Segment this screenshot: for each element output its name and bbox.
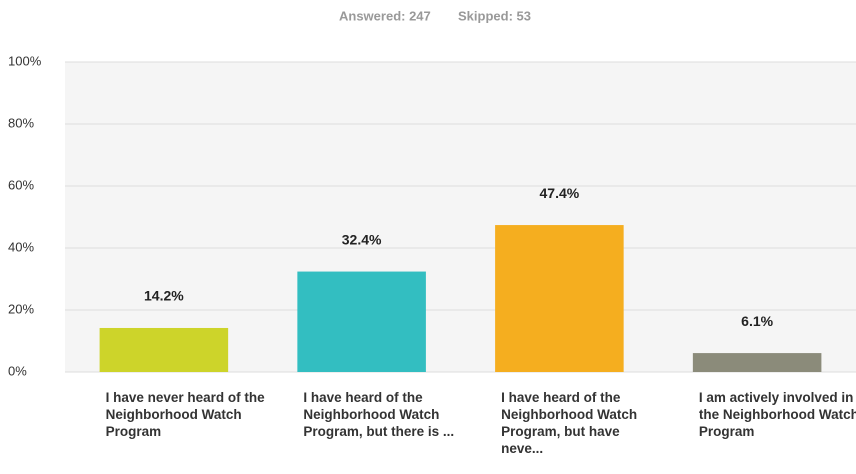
x-tick-label: I have never heard of the Neighborhood W…: [105, 390, 265, 439]
x-tick-label: I have heard of the Neighborhood Watch P…: [303, 390, 455, 439]
skipped: Skipped: 53: [458, 8, 531, 23]
y-tick-label: 0%: [8, 363, 27, 378]
answered: Answered: 247: [339, 8, 431, 23]
x-tick-label: I am actively involved in the Neighborho…: [698, 390, 856, 439]
value-label: 47.4%: [540, 185, 580, 201]
value-label: 14.2%: [144, 288, 184, 304]
y-tick-label: 100%: [8, 53, 42, 68]
bar: [692, 353, 822, 372]
y-tick-label: 40%: [8, 239, 34, 254]
value-label: 32.4%: [342, 231, 382, 247]
y-tick-label: 20%: [8, 301, 34, 316]
y-tick-label: 80%: [8, 115, 34, 130]
bar: [297, 271, 426, 372]
bar: [495, 225, 624, 372]
bar: [99, 327, 229, 372]
x-tick-label: I have heard of the Neighborhood Watch P…: [501, 390, 638, 456]
value-label: 6.1%: [741, 313, 773, 329]
y-tick-label: 60%: [8, 177, 34, 192]
plot-background: [65, 62, 856, 372]
